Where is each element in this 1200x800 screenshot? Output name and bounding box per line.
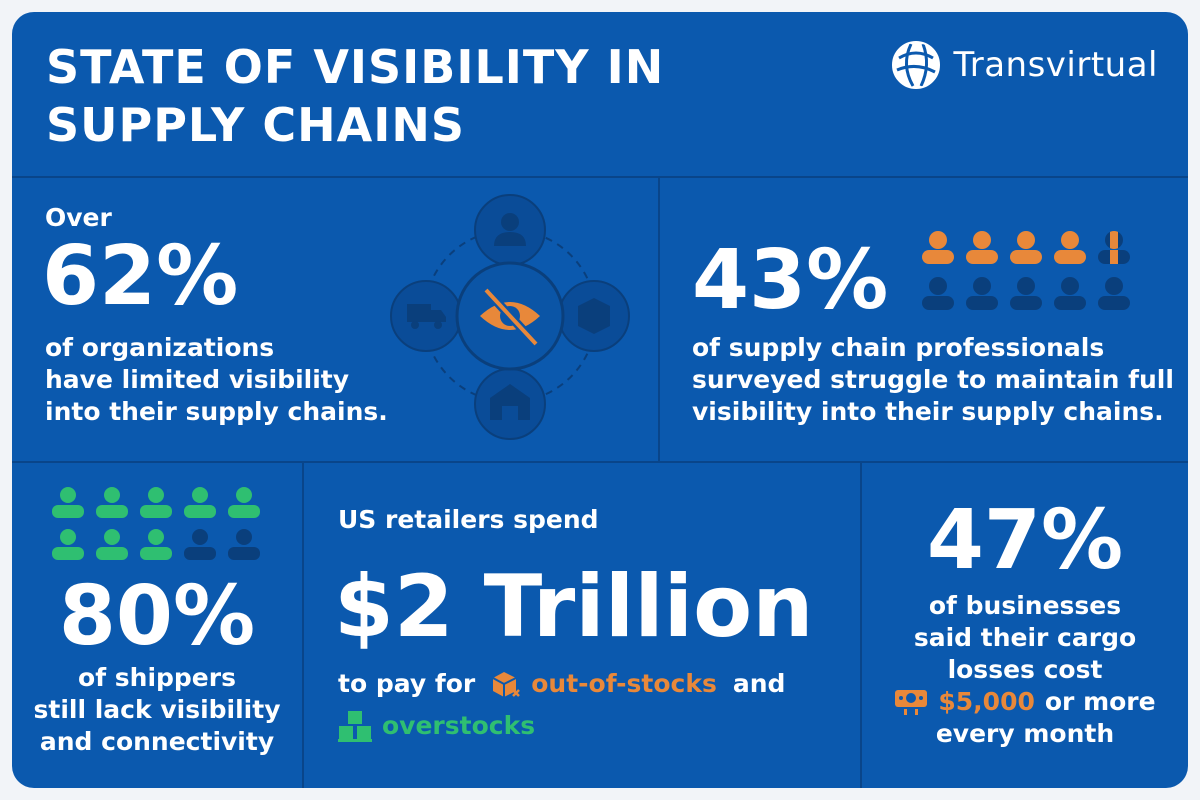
person-dark-icon — [922, 277, 954, 310]
person-node-icon — [474, 194, 546, 266]
stat-80-people-grid — [52, 486, 264, 566]
stat-62-prefix: Over — [45, 203, 112, 232]
stat-47-line-1: of businesses — [928, 591, 1122, 620]
page-title: STATE OF VISIBILITY IN SUPPLY CHAINS — [46, 38, 746, 154]
loss-amount: $5,000 — [938, 687, 1035, 716]
person-dark-icon — [184, 529, 216, 560]
stat-43-line-1: of supply chain professionals — [692, 333, 1105, 362]
header-divider — [12, 176, 1188, 178]
warehouse-node-icon — [474, 368, 546, 440]
stat-80-line-3: and connectivity — [39, 727, 275, 756]
stat-43-line-2: surveyed struggle to maintain full — [692, 365, 1174, 394]
overstock-boxes-icon — [338, 710, 372, 742]
overstocks-label: overstocks — [382, 711, 536, 740]
stat-62-description: of organizations have limited visibility… — [45, 332, 388, 428]
brand-name: Transvirtual — [953, 45, 1158, 85]
person-dark-icon — [1098, 277, 1130, 310]
trillion-intro: US retailers spend — [338, 505, 599, 534]
top-vertical-divider — [658, 176, 660, 461]
stat-62-line-2: have limited visibility — [45, 365, 350, 394]
person-green-icon — [96, 529, 128, 560]
middle-divider — [12, 461, 1188, 463]
to-pay-for-label: to pay for — [338, 669, 476, 698]
person-orange-icon — [1010, 231, 1042, 264]
person-dark-icon — [1010, 277, 1042, 310]
stat-43-people-grid — [922, 230, 1142, 314]
stat-43-line-3: visibility into their supply chains. — [692, 397, 1164, 426]
trillion-value: $2 Trillion — [334, 557, 814, 657]
person-green-icon — [184, 487, 216, 518]
person-dark-icon — [228, 529, 260, 560]
stat-62-line-3: into their supply chains. — [45, 397, 388, 426]
stat-47-line-2: said their cargo — [913, 623, 1137, 652]
trillion-detail-row-1: to pay for out-of-stocks and — [338, 668, 785, 700]
title-line-1: STATE OF VISIBILITY IN — [46, 40, 665, 94]
truck-node-icon — [390, 280, 462, 352]
stat-80-line-1: of shippers — [78, 663, 236, 692]
title-line-2: SUPPLY CHAINS — [46, 98, 465, 152]
out-of-stocks-label: out-of-stocks — [531, 669, 717, 698]
person-orange-icon — [1054, 231, 1086, 264]
person-dark-icon — [1054, 277, 1086, 310]
box-node-icon — [558, 280, 630, 352]
person-dark-icon — [966, 277, 998, 310]
stat-43-value: 43% — [692, 233, 889, 328]
hidden-eye-icon — [455, 261, 565, 371]
visibility-diagram — [390, 194, 630, 444]
globe-icon — [891, 40, 941, 90]
bottom-right-divider — [860, 461, 862, 788]
stat-47-line-3: losses cost — [947, 655, 1103, 684]
and-label: and — [732, 669, 786, 698]
trillion-detail-row-2: overstocks — [338, 710, 535, 742]
stat-43-description: of supply chain professionals surveyed s… — [692, 332, 1174, 428]
stat-47-line-5: every month — [935, 719, 1115, 748]
stat-62-value: 62% — [42, 229, 239, 324]
person-partial-icon — [1098, 231, 1130, 264]
person-orange-icon — [922, 231, 954, 264]
person-green-icon — [228, 487, 260, 518]
person-green-icon — [140, 487, 172, 518]
infographic-card: STATE OF VISIBILITY IN SUPPLY CHAINS Tra… — [12, 12, 1188, 788]
out-of-stock-box-icon — [491, 669, 521, 699]
money-loss-icon — [894, 688, 928, 716]
stat-62-line-1: of organizations — [45, 333, 275, 362]
bottom-left-divider — [302, 461, 304, 788]
or-more-label: or more — [1044, 687, 1156, 716]
stat-47-value: 47% — [926, 493, 1124, 588]
brand-logo: Transvirtual — [891, 40, 1158, 90]
person-green-icon — [52, 487, 84, 518]
stat-47-description: of businesses said their cargo losses co… — [862, 590, 1188, 750]
person-green-icon — [52, 529, 84, 560]
stat-80-line-2: still lack visibility — [33, 695, 281, 724]
stat-80-description: of shippers still lack visibility and co… — [12, 662, 302, 758]
person-orange-icon — [966, 231, 998, 264]
person-green-icon — [140, 529, 172, 560]
stat-80-value: 80% — [58, 569, 256, 664]
person-green-icon — [96, 487, 128, 518]
stat-47-amount-row: $5,000 or more — [862, 686, 1188, 718]
